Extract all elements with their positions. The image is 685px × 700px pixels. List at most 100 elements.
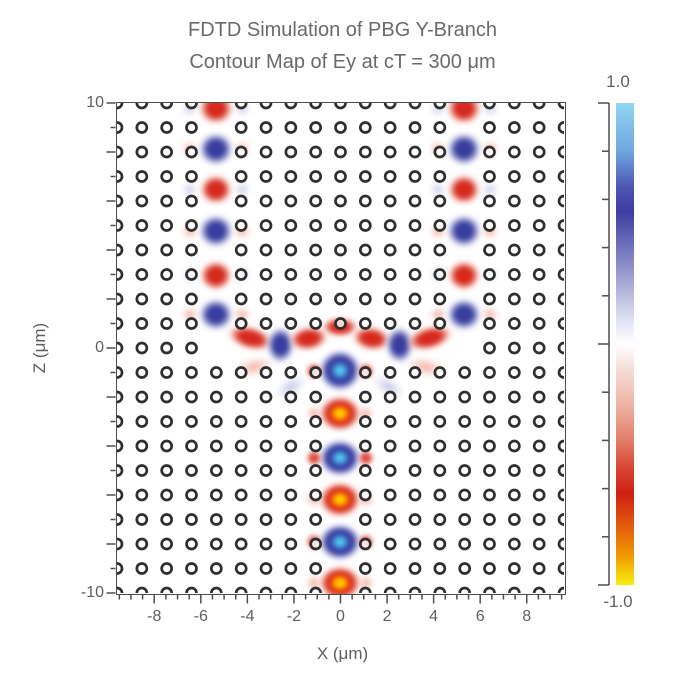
lattice-hole	[557, 267, 564, 281]
lattice-hole	[457, 488, 471, 501]
lattice-hole	[184, 537, 198, 550]
lattice-hole	[209, 586, 223, 593]
lattice-hole	[259, 537, 272, 550]
lattice-hole	[159, 267, 173, 281]
lattice-hole	[432, 512, 446, 526]
lattice-hole	[259, 586, 272, 593]
x-tick-label: -2	[286, 608, 302, 625]
lattice-hole	[259, 561, 272, 575]
figure-subtitle: Contour Map of Ey at cT = 300 μm	[189, 51, 496, 73]
lattice-hole	[283, 169, 297, 183]
lattice-hole	[308, 145, 322, 158]
lattice-hole	[234, 512, 248, 526]
lattice-hole	[159, 243, 173, 256]
lattice-hole	[234, 145, 248, 158]
lattice-hole	[557, 586, 564, 593]
lattice-hole	[557, 365, 564, 379]
lattice-hole	[333, 267, 347, 281]
lattice-hole	[116, 561, 123, 575]
lattice-hole	[482, 316, 496, 330]
lattice-hole	[383, 145, 397, 158]
lattice-hole	[358, 561, 372, 575]
lattice-hole	[557, 292, 564, 305]
field-blob-red	[446, 258, 483, 292]
lattice-hole	[234, 488, 248, 501]
lattice-hole	[283, 267, 297, 281]
lattice-hole	[507, 512, 521, 526]
lattice-hole	[209, 414, 223, 428]
lattice-hole	[134, 120, 148, 134]
lattice-hole	[408, 488, 421, 501]
lattice-hole	[383, 267, 397, 281]
lattice-hole	[234, 390, 248, 403]
lattice-hole	[408, 145, 421, 158]
lattice-hole	[383, 218, 397, 232]
lattice-hole	[557, 561, 564, 575]
lattice-hole	[557, 243, 564, 256]
lattice-hole	[234, 194, 248, 207]
lattice-hole	[134, 439, 148, 452]
lattice-hole	[408, 194, 421, 207]
lattice-hole	[383, 120, 397, 134]
lattice-hole	[159, 145, 173, 158]
lattice-hole	[358, 169, 372, 183]
lattice-hole	[482, 292, 496, 305]
field-satellite-red	[304, 448, 323, 467]
lattice-hole	[283, 218, 297, 232]
lattice-hole	[184, 292, 198, 305]
lattice-hole	[259, 145, 272, 158]
lattice-hole	[159, 292, 173, 305]
lattice-hole	[259, 439, 272, 452]
lattice-hole	[532, 463, 546, 477]
lattice-hole	[283, 365, 297, 379]
lattice-hole	[134, 316, 148, 330]
field-satellite-red	[356, 448, 376, 467]
lattice-hole	[184, 512, 198, 526]
lattice-hole	[116, 365, 123, 379]
lattice-hole	[383, 561, 397, 575]
lattice-hole	[408, 120, 421, 134]
lattice-hole	[283, 512, 297, 526]
lattice-hole	[333, 169, 347, 183]
lattice-hole	[432, 194, 446, 207]
lattice-hole	[383, 194, 397, 207]
lattice-hole	[432, 218, 446, 232]
lattice-hole	[116, 439, 123, 452]
lattice-hole	[432, 439, 446, 452]
lattice-hole	[116, 512, 123, 526]
lattice-hole	[234, 316, 248, 330]
lattice-hole	[532, 341, 546, 354]
lattice-hole	[557, 102, 564, 109]
lattice-hole	[532, 365, 546, 379]
lattice-hole	[383, 537, 397, 550]
lattice-hole	[308, 243, 322, 256]
lattice-hole	[134, 267, 148, 281]
lattice-hole	[557, 341, 564, 354]
lattice-hole	[308, 292, 322, 305]
lattice-hole	[159, 512, 173, 526]
lattice-hole	[209, 512, 223, 526]
lattice-hole	[532, 218, 546, 232]
lattice-hole	[482, 102, 496, 109]
lattice-hole	[159, 102, 173, 109]
lattice-hole	[159, 120, 173, 134]
lattice-hole	[532, 439, 546, 452]
lattice-hole	[457, 365, 471, 379]
lattice-hole	[482, 194, 496, 207]
lattice-hole	[283, 243, 297, 256]
lattice-hole	[507, 218, 521, 232]
field-blob-red	[197, 258, 234, 292]
lattice-hole	[184, 586, 198, 593]
lattice-hole	[358, 243, 372, 256]
lattice-hole	[432, 145, 446, 158]
lattice-hole	[532, 120, 546, 134]
lattice-hole	[358, 390, 372, 403]
field-blob-blue	[197, 131, 235, 167]
lattice-hole	[358, 267, 372, 281]
lattice-hole	[358, 414, 372, 428]
lattice-hole	[116, 145, 123, 158]
lattice-hole	[116, 102, 123, 109]
lattice-hole	[432, 561, 446, 575]
lattice-hole	[358, 145, 372, 158]
